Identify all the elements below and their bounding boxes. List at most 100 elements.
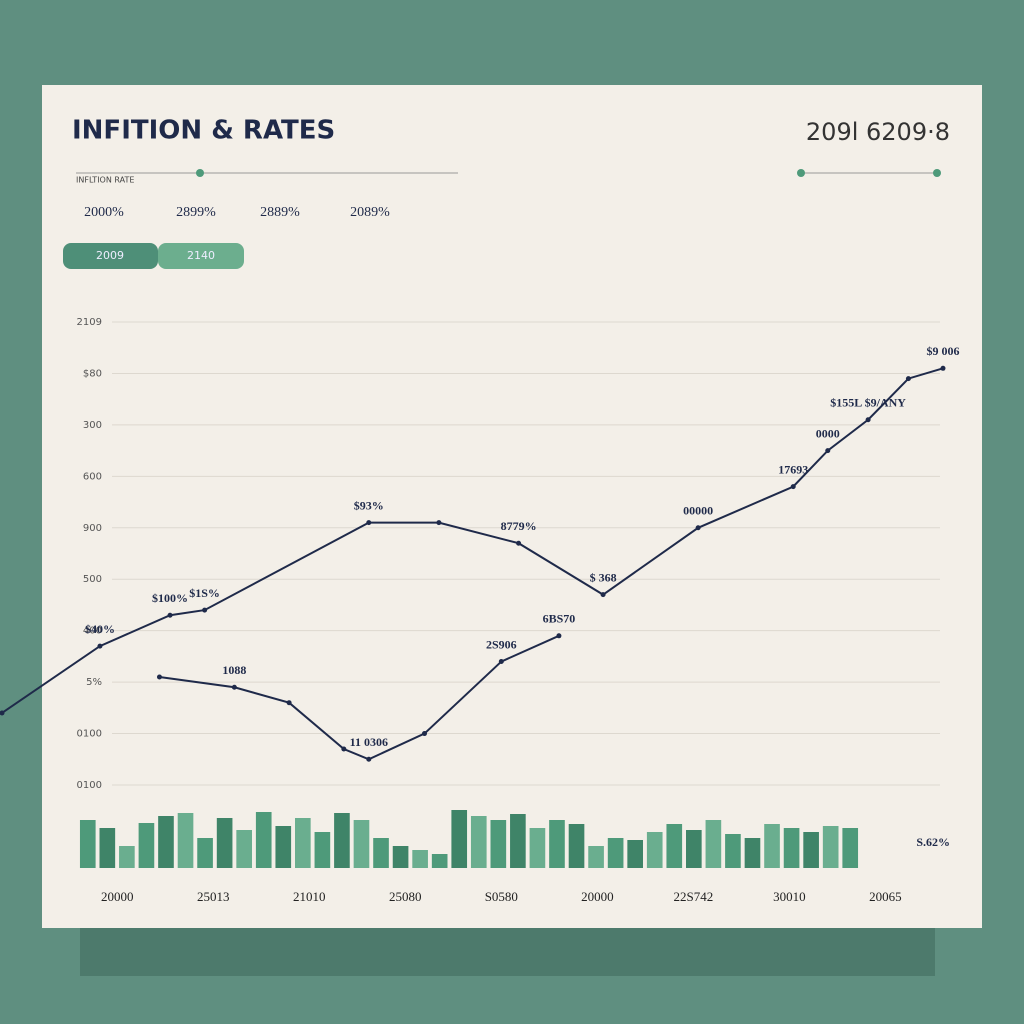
bar: [646, 832, 663, 868]
y-tick-label: 0100: [77, 729, 102, 740]
bar: [549, 820, 565, 868]
stat: 2089%: [350, 205, 390, 220]
bar: [177, 813, 194, 868]
x-tick-label: 22S742: [673, 889, 713, 904]
value-label: $155L $9/ANY: [830, 395, 906, 409]
y-tick-label: $80: [83, 368, 102, 379]
bar: [725, 834, 741, 868]
stat: 2899%: [176, 205, 216, 220]
bar: [529, 828, 546, 868]
x-tick-label: S0580: [485, 889, 518, 904]
tab[interactable]: [158, 243, 244, 269]
value-label: 6BS70: [543, 612, 576, 626]
value-label: 0000: [816, 426, 840, 440]
card-shadow: [80, 928, 935, 976]
point: [231, 684, 237, 690]
bar: [216, 818, 233, 868]
y-tick-label: 900: [83, 523, 102, 534]
y-tick-label: 400: [83, 626, 102, 637]
bar: [627, 840, 643, 868]
stat: 2000%: [84, 205, 124, 220]
value-label: $40%: [85, 622, 115, 636]
bar: [138, 823, 155, 868]
y-tick-label: 5%: [86, 677, 102, 688]
point: [341, 746, 347, 752]
point: [556, 633, 562, 639]
y-tick-label: 300: [83, 420, 102, 431]
bar: [295, 818, 311, 868]
value-label: $9 006: [927, 344, 960, 358]
card: [42, 85, 982, 928]
value-label: 2S906: [486, 637, 517, 651]
value-label: $ 368: [590, 570, 617, 584]
bar: [373, 838, 389, 868]
x-tick-label: 30010: [773, 889, 806, 904]
bar: [490, 820, 507, 868]
tab-label[interactable]: 2140: [187, 249, 215, 262]
bar: [686, 830, 702, 868]
caption: INFLTION RATE: [76, 176, 134, 185]
point: [695, 525, 701, 531]
point: [600, 592, 606, 598]
value-label: $100%: [152, 591, 188, 605]
bar: [412, 850, 428, 868]
point: [790, 484, 796, 490]
bar: [392, 846, 409, 868]
point: [97, 643, 103, 649]
y-tick-label: 0100: [77, 780, 102, 791]
x-tick-label: 25013: [197, 889, 230, 904]
value-label: $1S%: [189, 586, 220, 600]
bar: [744, 838, 761, 868]
point: [516, 540, 522, 546]
point: [167, 612, 173, 618]
bar: [607, 838, 624, 868]
point: [825, 448, 831, 454]
bar: [470, 816, 487, 868]
bar: [275, 826, 292, 868]
point: [436, 520, 442, 526]
bar: [842, 828, 859, 868]
bar: [79, 820, 96, 868]
point: [905, 376, 911, 382]
bar: [803, 832, 819, 868]
bar: [197, 838, 213, 868]
y-tick-label: 2109: [77, 317, 102, 328]
slider-knob[interactable]: [797, 169, 805, 177]
bar: [314, 832, 331, 868]
point: [156, 674, 162, 680]
slider-knob[interactable]: [933, 169, 941, 177]
bar: [255, 812, 272, 868]
bar-label: S.62%: [916, 835, 950, 849]
tab[interactable]: [63, 243, 158, 269]
bar: [705, 820, 722, 868]
header-code: 209l 6209·8: [806, 118, 950, 146]
bar: [666, 824, 683, 868]
bar: [568, 824, 585, 868]
tab-label[interactable]: 2009: [96, 249, 124, 262]
bar: [158, 816, 174, 868]
y-tick-label: 600: [83, 471, 102, 482]
bar: [119, 846, 135, 868]
bar: [451, 810, 468, 868]
x-tick-label: 20065: [869, 889, 902, 904]
point: [421, 731, 427, 737]
bar: [431, 854, 448, 868]
line: [1, 367, 944, 714]
value-label: 1088: [222, 663, 246, 677]
line: [159, 634, 560, 761]
chart-title: INFITION & RATES: [72, 116, 335, 146]
bar: [99, 828, 116, 868]
y-tick-label: 500: [83, 574, 102, 585]
bar: [764, 824, 780, 868]
value-label: 8779%: [501, 519, 537, 533]
bar: [822, 826, 839, 868]
point: [286, 700, 292, 706]
slider-knob[interactable]: [196, 169, 204, 177]
x-tick-label: 20000: [581, 889, 614, 904]
point: [0, 710, 5, 716]
point: [366, 520, 372, 526]
point: [202, 607, 208, 613]
x-tick-label: 25080: [389, 889, 422, 904]
bar: [783, 828, 800, 868]
